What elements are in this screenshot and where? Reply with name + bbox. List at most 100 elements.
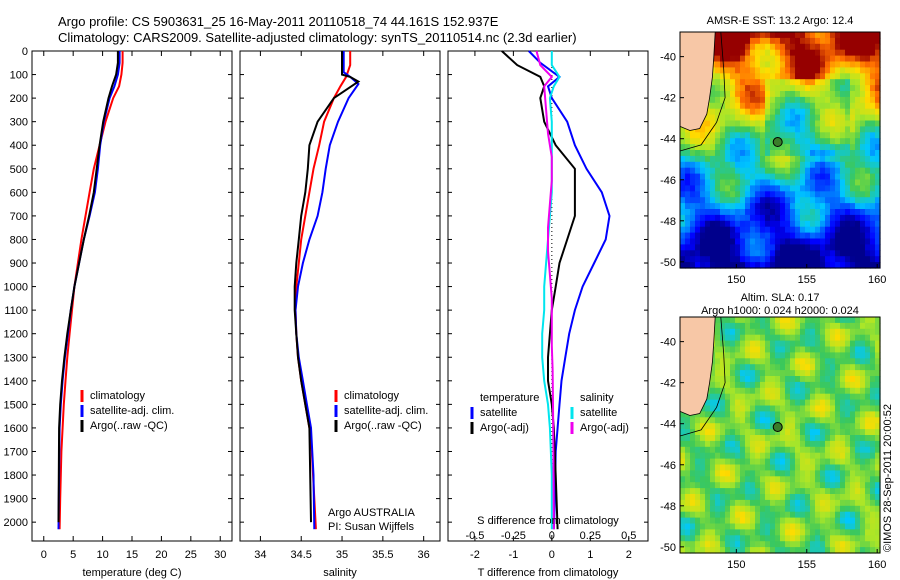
sla-map-cell bbox=[780, 364, 786, 371]
sla-map-cell bbox=[870, 464, 876, 471]
sla-map-cell bbox=[720, 535, 726, 542]
sla-map-cell bbox=[830, 517, 836, 525]
sla-map-cell bbox=[715, 458, 721, 466]
sla-map-cell bbox=[680, 470, 686, 477]
sst-map-cell bbox=[825, 197, 831, 204]
sla-map-cell bbox=[765, 488, 771, 495]
sst-map-cell bbox=[745, 226, 751, 234]
sst-map-cell bbox=[720, 167, 726, 175]
sst-map-cell bbox=[715, 203, 721, 210]
sst-map-cell bbox=[685, 150, 691, 157]
sst-map-cell bbox=[765, 173, 771, 181]
sst-map-cell bbox=[800, 256, 806, 263]
sla-map-cell bbox=[830, 334, 836, 342]
sla-map-cell bbox=[705, 399, 711, 407]
sst-map-cell bbox=[785, 108, 791, 116]
sla-map-cell bbox=[695, 511, 701, 519]
sst-map-cell bbox=[705, 126, 711, 133]
sst-map-cell bbox=[755, 173, 761, 181]
sla-map-cell bbox=[780, 381, 786, 389]
sla-map-cell bbox=[840, 470, 846, 477]
sla-map-cell bbox=[775, 399, 781, 407]
sla-map-cell bbox=[865, 376, 871, 383]
sst-map-cell bbox=[790, 37, 796, 45]
depth-tick-label: 1000 bbox=[4, 282, 28, 294]
sla-map-cell bbox=[840, 423, 846, 430]
sla-map-cell bbox=[860, 334, 866, 342]
sst-map-cell bbox=[865, 43, 871, 51]
sst-map-cell bbox=[860, 102, 866, 110]
sst-map-cell bbox=[725, 203, 731, 210]
sla-map-cell bbox=[680, 464, 686, 471]
sla-map-cell bbox=[700, 423, 706, 430]
sst-map-cell bbox=[745, 132, 751, 139]
sst-map-cell bbox=[735, 67, 741, 74]
sla-map-cell bbox=[755, 387, 761, 395]
sst-map-cell bbox=[680, 179, 686, 186]
sla-map-cell bbox=[735, 376, 741, 383]
sst-map-cell bbox=[795, 185, 801, 192]
sst-map-cell bbox=[765, 262, 771, 269]
sst-map-cell bbox=[780, 185, 786, 192]
sla-map-cell bbox=[765, 494, 771, 501]
sla-map-cell bbox=[765, 340, 771, 348]
sst-map-cell bbox=[830, 61, 836, 68]
sst-map-cell bbox=[810, 179, 816, 186]
sst-map-cell bbox=[710, 244, 716, 251]
sla-map-cell bbox=[865, 352, 871, 359]
sla-map-cell bbox=[825, 387, 831, 395]
sla-map-cell bbox=[820, 346, 826, 353]
sst-map-cell bbox=[710, 220, 716, 228]
sst-map-cell bbox=[870, 244, 876, 251]
sst-map-cell bbox=[845, 209, 851, 216]
sla-map-cell bbox=[765, 393, 771, 401]
sst-map-cell bbox=[715, 232, 721, 240]
sst-map-cell bbox=[815, 155, 821, 163]
sla-map-cell bbox=[780, 499, 786, 507]
sla-map-cell bbox=[835, 541, 841, 548]
sst-map-cell bbox=[840, 126, 846, 133]
sla-map-cell bbox=[775, 499, 781, 507]
sst-map-cell bbox=[845, 49, 851, 57]
sla-map-cell bbox=[755, 364, 761, 371]
sst-map-cell bbox=[765, 238, 771, 245]
sst-map-cell bbox=[845, 43, 851, 51]
sla-map-cell bbox=[800, 346, 806, 353]
sst-map-cell bbox=[770, 226, 776, 234]
sst-map-cell bbox=[730, 102, 736, 110]
sla-map-cell bbox=[715, 547, 721, 554]
sla-map-cell bbox=[740, 328, 746, 336]
sst-map-cell bbox=[820, 203, 826, 210]
sst-map-cell bbox=[805, 138, 811, 145]
sst-map-cell bbox=[825, 108, 831, 116]
sla-map-cell bbox=[795, 322, 801, 330]
sst-map-cell bbox=[775, 256, 781, 263]
sla-map-cell bbox=[815, 541, 821, 548]
sst-map-cell bbox=[760, 155, 766, 163]
sst-map-cell bbox=[865, 55, 871, 63]
sla-map-cell bbox=[835, 511, 841, 519]
sla-map-cell bbox=[740, 387, 746, 395]
sst-map-cell bbox=[800, 91, 806, 98]
sla-map-cell bbox=[830, 458, 836, 466]
sla-map-cell bbox=[820, 470, 826, 477]
sst-map-cell bbox=[755, 185, 761, 192]
sst-map-cell bbox=[755, 79, 761, 86]
sla-map-cell bbox=[825, 505, 831, 513]
sla-map-cell bbox=[795, 340, 801, 348]
sst-map-cell bbox=[845, 191, 851, 198]
sst-map-cell bbox=[680, 197, 686, 204]
sla-map-cell bbox=[695, 476, 701, 483]
sla-map-cell bbox=[695, 423, 701, 430]
sst-map-cell bbox=[825, 96, 831, 104]
sst-map-cell bbox=[850, 91, 856, 98]
sst-map-cell bbox=[780, 191, 786, 198]
sst-map-contour-line bbox=[679, 31, 726, 152]
sla-map-cell bbox=[740, 405, 746, 412]
sla-map-cell bbox=[700, 494, 706, 501]
sst-map-cell bbox=[780, 214, 786, 222]
sst-map-cell bbox=[845, 73, 851, 80]
sst-map-cell bbox=[740, 144, 746, 151]
sst-map-cell bbox=[725, 37, 731, 45]
sla-map-cell bbox=[765, 529, 771, 536]
